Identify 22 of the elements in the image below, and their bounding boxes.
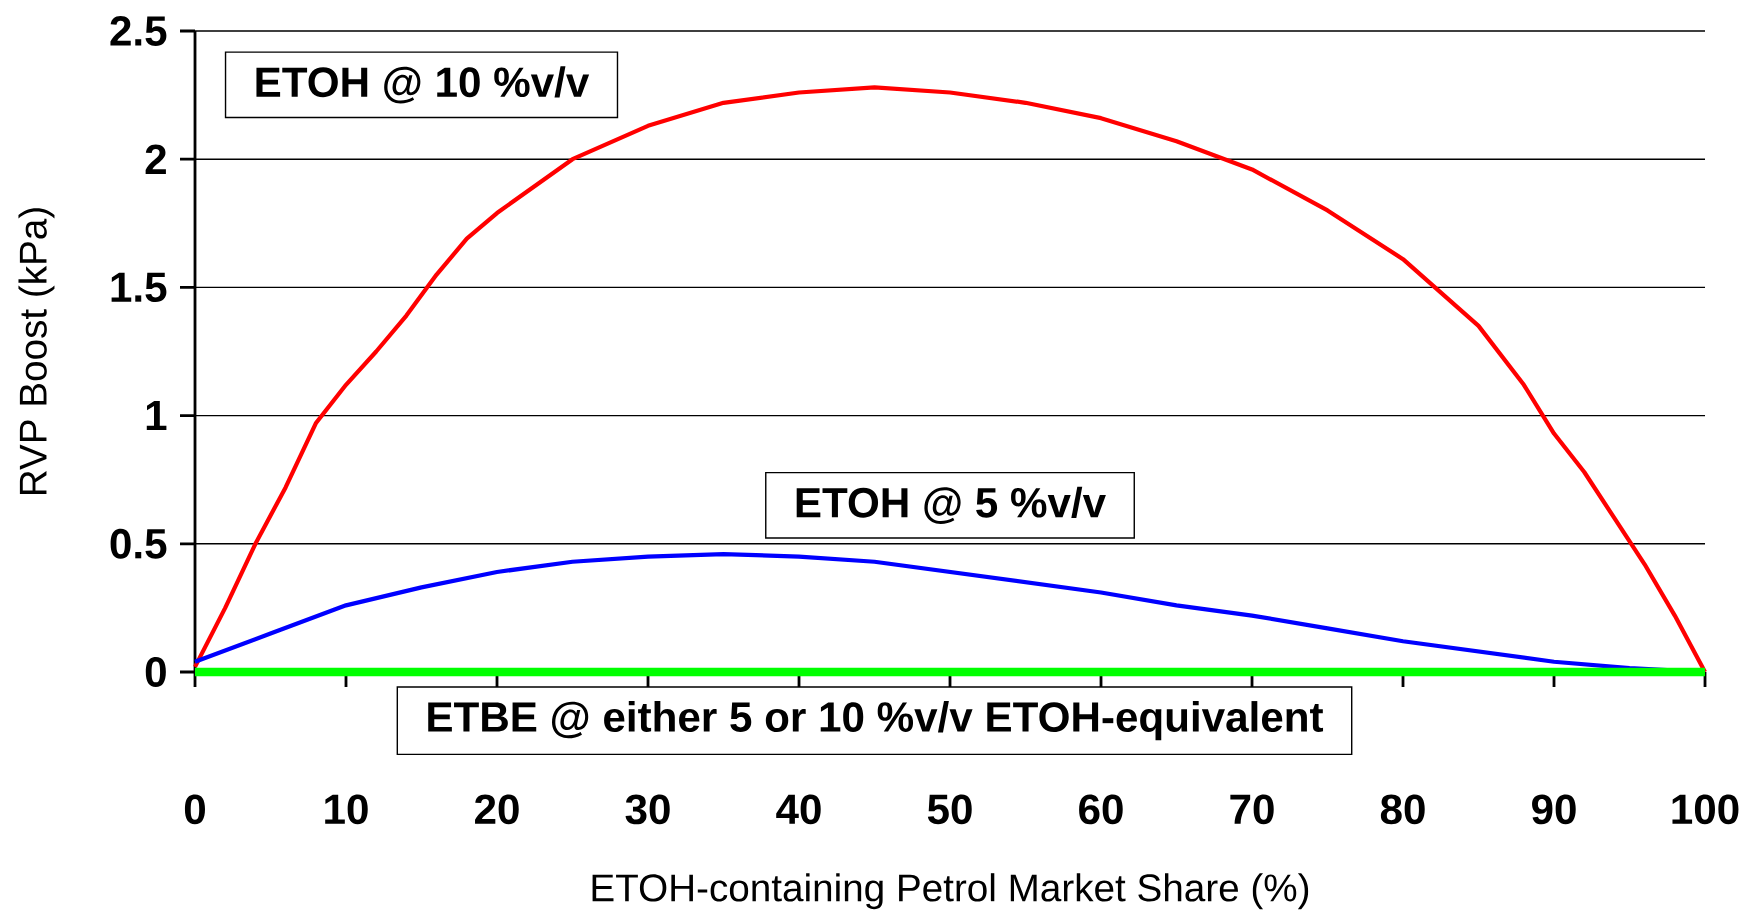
x-tick-label: 0 bbox=[184, 794, 205, 825]
x-tick-label: 70 bbox=[1230, 794, 1274, 825]
x-tick-label: 30 bbox=[625, 794, 670, 825]
y-tick-label: 0 bbox=[145, 657, 166, 687]
series-label: ETOH @ 10 %v/v bbox=[256, 66, 590, 104]
y-tick-label: 0.5 bbox=[110, 528, 167, 559]
y-tick-label: 1.5 bbox=[111, 272, 167, 303]
x-tick-label: 50 bbox=[927, 794, 972, 825]
y-tick-label: 2.5 bbox=[110, 16, 167, 46]
x-tick-label: 100 bbox=[1672, 794, 1739, 825]
series-label: ETOH @ 5 %v/v bbox=[796, 486, 1106, 524]
series-label: ETBE @ either 5 or 10 %v/v ETOH-equivalent bbox=[428, 701, 1324, 741]
x-tick-label: 20 bbox=[475, 794, 519, 825]
x-tick-label: 10 bbox=[325, 794, 368, 825]
x-tick-label: 40 bbox=[776, 794, 821, 825]
x-tick-label: 90 bbox=[1532, 794, 1576, 825]
y-tick-label: 1 bbox=[146, 401, 167, 431]
x-tick-label: 80 bbox=[1380, 794, 1425, 825]
x-tick-label: 60 bbox=[1079, 794, 1123, 825]
y-tick-label: 2 bbox=[145, 144, 166, 174]
y-axis-title: RVP Boost (kPa) bbox=[18, 208, 55, 495]
x-axis-title: ETOH-containing Petrol Market Share (%) bbox=[592, 873, 1309, 910]
